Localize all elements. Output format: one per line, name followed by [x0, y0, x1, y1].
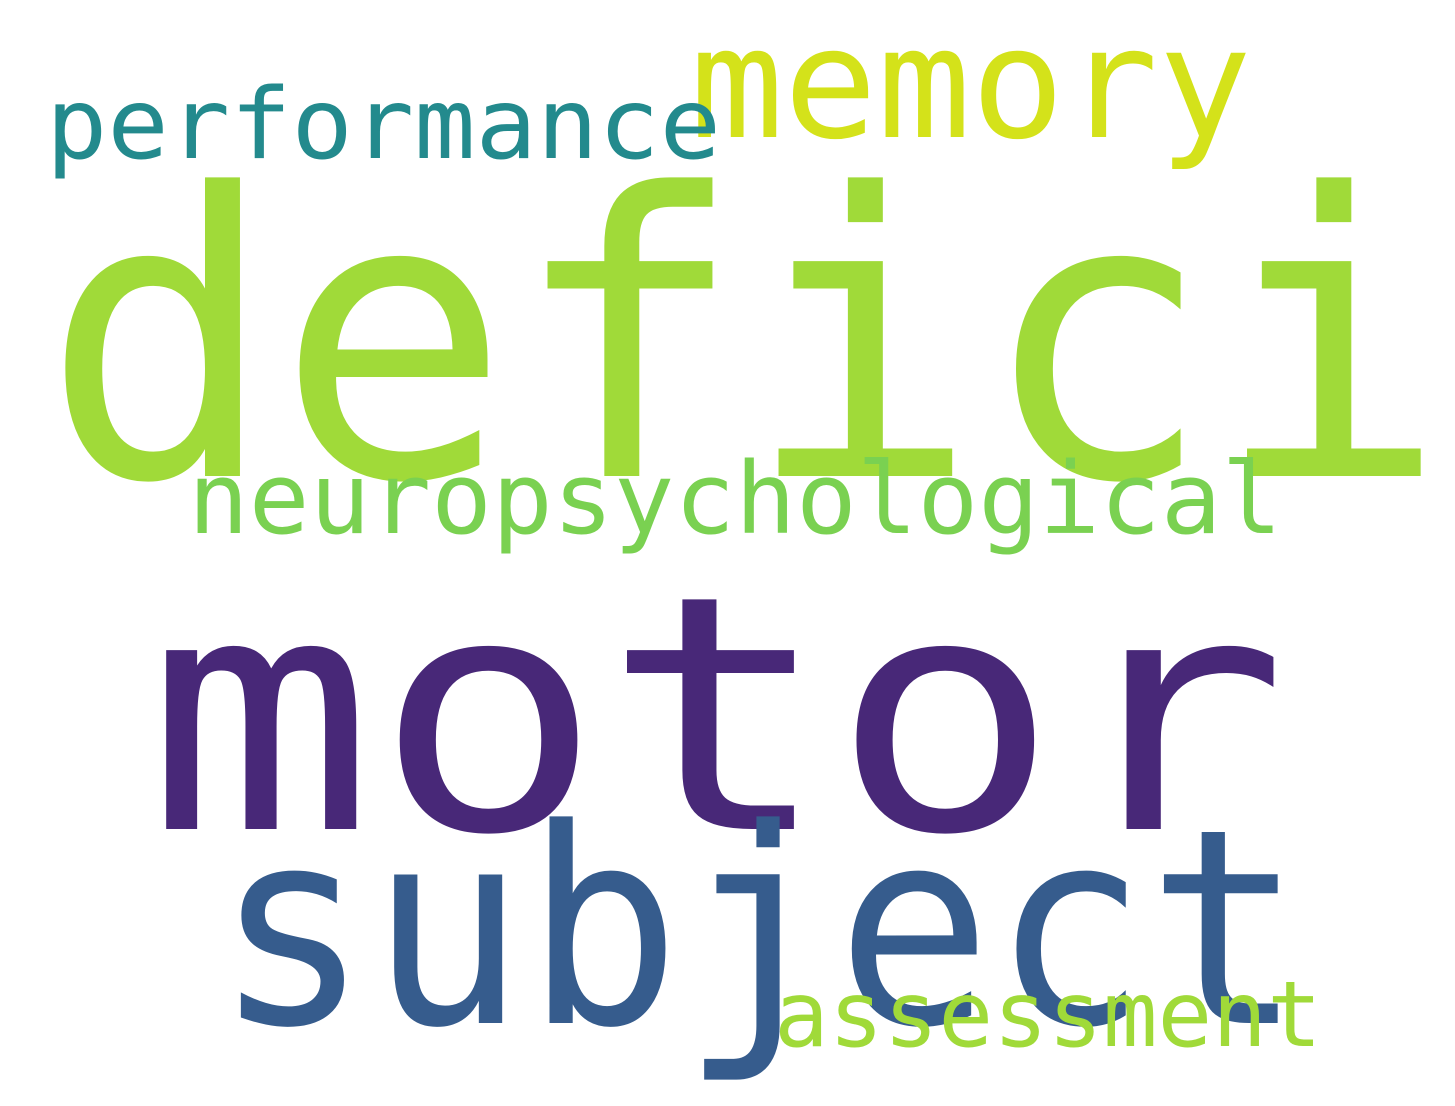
word-deficit: deficit: [42, 111, 1455, 569]
word-neuropsychological: neuropsychological: [188, 442, 1283, 557]
word-motor: motor: [146, 526, 1288, 907]
word-performance: performance: [46, 68, 721, 182]
word-assessment: assessment: [774, 963, 1322, 1068]
word-memory: memory: [690, 0, 1252, 174]
word-subject: subject: [214, 772, 1303, 1088]
